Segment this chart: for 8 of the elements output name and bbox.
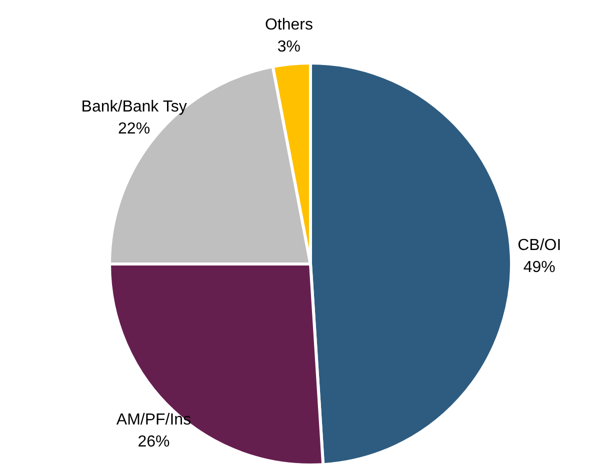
data-label: 3%: [277, 38, 301, 56]
slice-label: AM/PF/Ins: [116, 411, 192, 428]
slice-label: Bank/Bank Tsy: [81, 98, 187, 116]
slice-label: CB/OI: [518, 237, 562, 254]
data-label: 22%: [118, 120, 150, 138]
data-label: 49%: [523, 259, 556, 276]
slice-label: Others: [264, 16, 313, 34]
data-label: 26%: [138, 433, 170, 450]
